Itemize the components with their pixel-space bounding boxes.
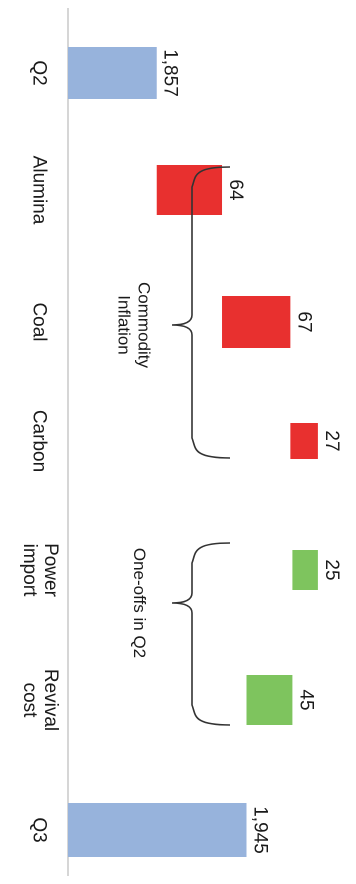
- value-label-carbon: 27: [321, 430, 342, 451]
- value-label-q3: 1,945: [250, 806, 271, 854]
- bar-power-import: [292, 550, 318, 590]
- category-label-q3: Q3: [28, 817, 49, 842]
- bar-revival-cost: [246, 675, 293, 725]
- group-label-2: One-offs in Q2: [130, 548, 149, 658]
- bar-alumina: [156, 165, 223, 215]
- group-label-1: CommodityInflation: [115, 282, 154, 368]
- category-label-line: Power: [40, 543, 61, 598]
- category-label-coal: Coal: [28, 302, 49, 341]
- category-label-line: Revival: [40, 669, 61, 731]
- bar-coal: [222, 296, 291, 348]
- value-label-alumina: 64: [225, 179, 246, 201]
- category-label-line: Coal: [28, 302, 49, 341]
- group-label-line: Commodity: [134, 282, 153, 368]
- category-label-carbon: Carbon: [28, 410, 49, 472]
- value-label-coal: 67: [293, 311, 314, 332]
- bar-q3: [68, 803, 247, 857]
- category-label-line: Q3: [28, 817, 49, 842]
- category-label-alumina: Alumina: [28, 156, 49, 225]
- category-label-line: cost: [19, 683, 40, 719]
- category-label-power-import: Powerimport: [19, 543, 61, 598]
- category-label-revival-cost: Revivalcost: [19, 669, 61, 731]
- category-label-line: import: [19, 544, 40, 598]
- group-label-line: Inflation: [115, 295, 134, 355]
- group-label-line: One-offs in Q2: [130, 548, 149, 658]
- category-label-line: Carbon: [28, 410, 49, 472]
- bar-carbon: [290, 423, 318, 459]
- group-bracket-1: [171, 166, 231, 459]
- value-label-power-import: 25: [321, 559, 342, 580]
- value-label-revival-cost: 45: [295, 689, 316, 710]
- value-label-q2: 1,857: [160, 49, 181, 97]
- category-label-q2: Q2: [28, 60, 49, 85]
- group-bracket-2: [171, 542, 231, 726]
- category-label-line: Alumina: [28, 156, 49, 225]
- bar-q2: [68, 47, 157, 99]
- category-label-line: Q2: [28, 60, 49, 85]
